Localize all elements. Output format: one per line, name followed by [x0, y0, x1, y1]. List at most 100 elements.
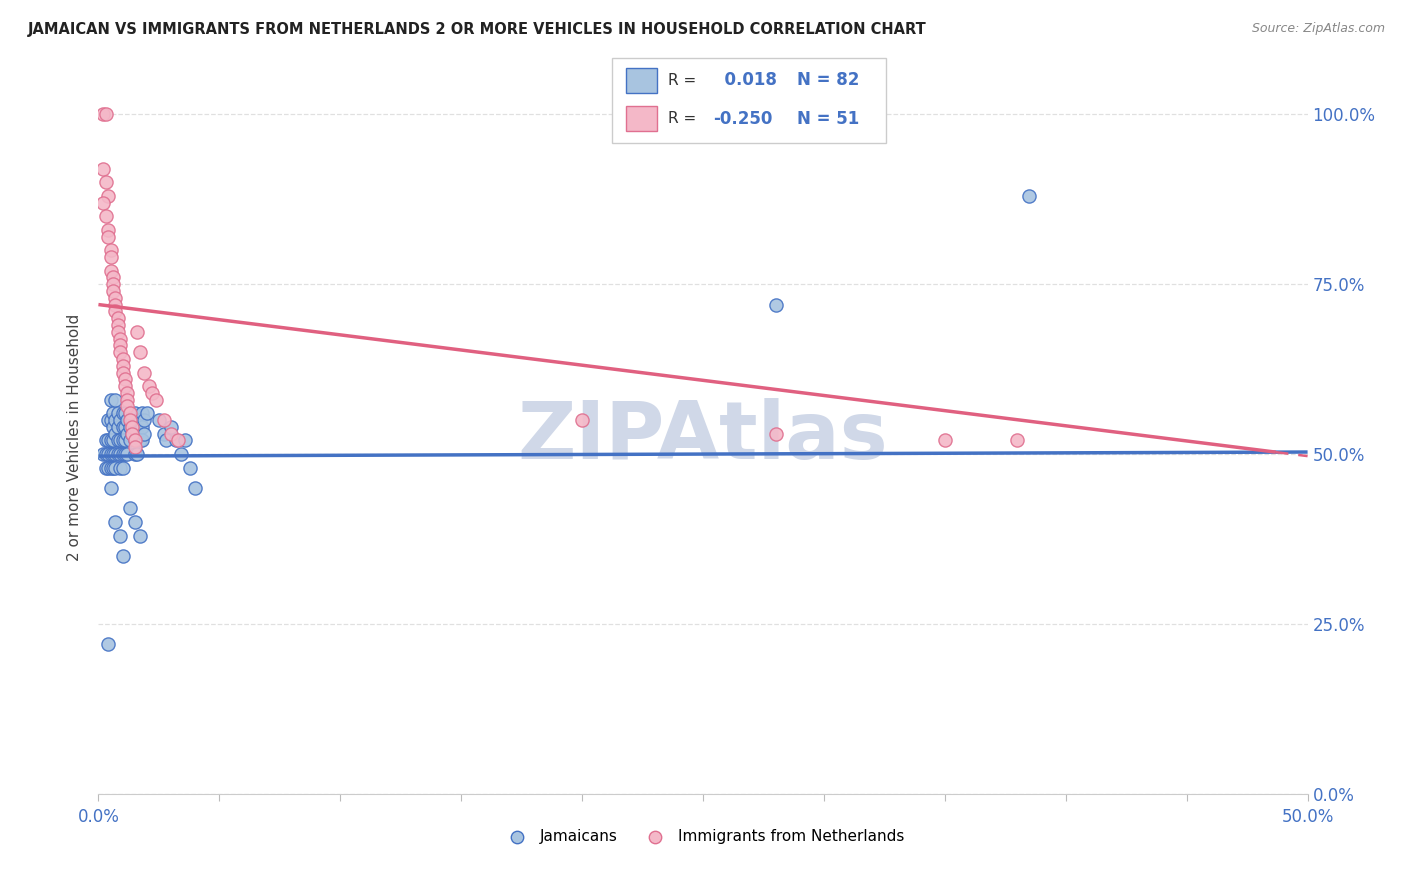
Point	[169, 447, 191, 461]
Text: -0.250: -0.250	[713, 110, 772, 128]
Point	[91, 107, 114, 121]
Point	[104, 460, 127, 475]
Point	[165, 434, 187, 448]
Point	[765, 297, 787, 311]
Point	[571, 413, 593, 427]
Point	[97, 434, 120, 448]
Point	[121, 426, 143, 441]
Point	[121, 426, 143, 441]
Point	[765, 426, 787, 441]
Point	[111, 366, 134, 380]
Text: R =: R =	[668, 73, 696, 87]
Point	[100, 250, 122, 264]
Text: N = 51: N = 51	[797, 110, 859, 128]
Point	[107, 318, 129, 332]
Point	[155, 434, 177, 448]
Point	[124, 434, 146, 448]
Point	[104, 304, 127, 318]
Point	[114, 434, 136, 448]
Point	[111, 406, 134, 420]
Point	[114, 420, 136, 434]
Point	[179, 460, 201, 475]
Point	[131, 434, 153, 448]
Text: JAMAICAN VS IMMIGRANTS FROM NETHERLANDS 2 OR MORE VEHICLES IN HOUSEHOLD CORRELAT: JAMAICAN VS IMMIGRANTS FROM NETHERLANDS …	[28, 22, 927, 37]
Text: R =: R =	[668, 112, 696, 126]
Point	[108, 460, 131, 475]
Point	[152, 426, 174, 441]
Point	[141, 385, 163, 400]
Point	[118, 406, 141, 420]
Point	[97, 229, 120, 244]
Point	[117, 413, 139, 427]
Point	[111, 549, 134, 563]
Point	[138, 379, 160, 393]
Point	[107, 325, 129, 339]
Point	[134, 366, 156, 380]
Point	[104, 392, 127, 407]
Point	[124, 434, 146, 448]
Point	[117, 426, 139, 441]
Point	[101, 420, 124, 434]
Point	[100, 413, 122, 427]
Point	[104, 447, 127, 461]
Point	[108, 413, 131, 427]
Point	[107, 434, 129, 448]
Point	[94, 175, 117, 189]
Point	[145, 392, 167, 407]
Point	[124, 406, 146, 420]
Point	[101, 434, 124, 448]
Point	[127, 447, 149, 461]
Point	[104, 426, 127, 441]
Point	[117, 400, 139, 414]
Point	[114, 447, 136, 461]
Text: 0.018: 0.018	[713, 71, 776, 89]
Point	[152, 413, 174, 427]
Point	[91, 161, 114, 176]
Point	[160, 426, 183, 441]
Point	[127, 413, 149, 427]
Point	[934, 434, 956, 448]
Point	[124, 420, 146, 434]
Text: N = 82: N = 82	[797, 71, 859, 89]
Point	[104, 297, 127, 311]
Point	[97, 189, 120, 203]
Point	[104, 291, 127, 305]
Point	[117, 447, 139, 461]
Point	[117, 385, 139, 400]
Point	[101, 284, 124, 298]
Point	[94, 434, 117, 448]
Point	[107, 311, 129, 326]
Point	[174, 434, 197, 448]
Point	[111, 351, 134, 366]
Point	[100, 263, 122, 277]
Text: ZIPAtlas: ZIPAtlas	[517, 398, 889, 476]
Point	[91, 447, 114, 461]
Point	[94, 460, 117, 475]
Point	[118, 413, 141, 427]
Point	[97, 447, 120, 461]
Point	[108, 434, 131, 448]
Point	[108, 338, 131, 352]
Point	[104, 413, 127, 427]
Point	[94, 447, 117, 461]
Point	[128, 345, 150, 359]
Point	[100, 243, 122, 257]
Point	[108, 345, 131, 359]
Point	[131, 406, 153, 420]
Point	[107, 447, 129, 461]
Point	[127, 426, 149, 441]
Point	[101, 270, 124, 285]
Point	[100, 481, 122, 495]
Point	[107, 406, 129, 420]
Point	[94, 209, 117, 223]
Point	[108, 332, 131, 346]
Point	[100, 434, 122, 448]
Point	[101, 406, 124, 420]
Point	[131, 420, 153, 434]
Point	[124, 447, 146, 461]
Point	[114, 372, 136, 386]
Point	[121, 420, 143, 434]
Point	[100, 447, 122, 461]
Point	[148, 413, 170, 427]
Point	[111, 434, 134, 448]
